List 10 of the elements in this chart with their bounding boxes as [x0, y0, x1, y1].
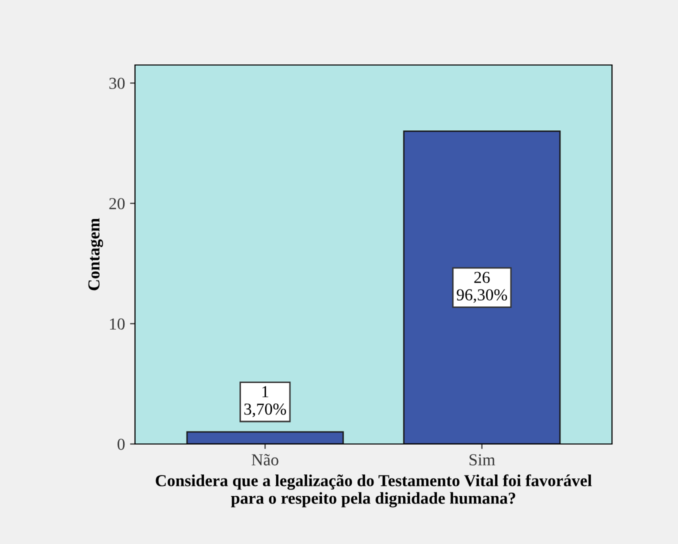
y-tick-label: 10: [110, 318, 125, 330]
data-label: 1 3,70%: [244, 386, 286, 418]
x-tick-label: Sim: [470, 454, 496, 466]
y-axis-title: Contagem: [88, 218, 104, 290]
y-tick-label: 0: [118, 438, 125, 450]
y-tick-label: 30: [109, 78, 125, 89]
y-tick-label: 20: [109, 198, 125, 210]
x-axis-title: Considera que a legalização do Testamento Vital foi favorável para o respeito pela dignidade humana?: [156, 474, 592, 508]
x-tick-label: Não: [252, 454, 278, 466]
data-label: 26 96,30%: [456, 272, 508, 303]
